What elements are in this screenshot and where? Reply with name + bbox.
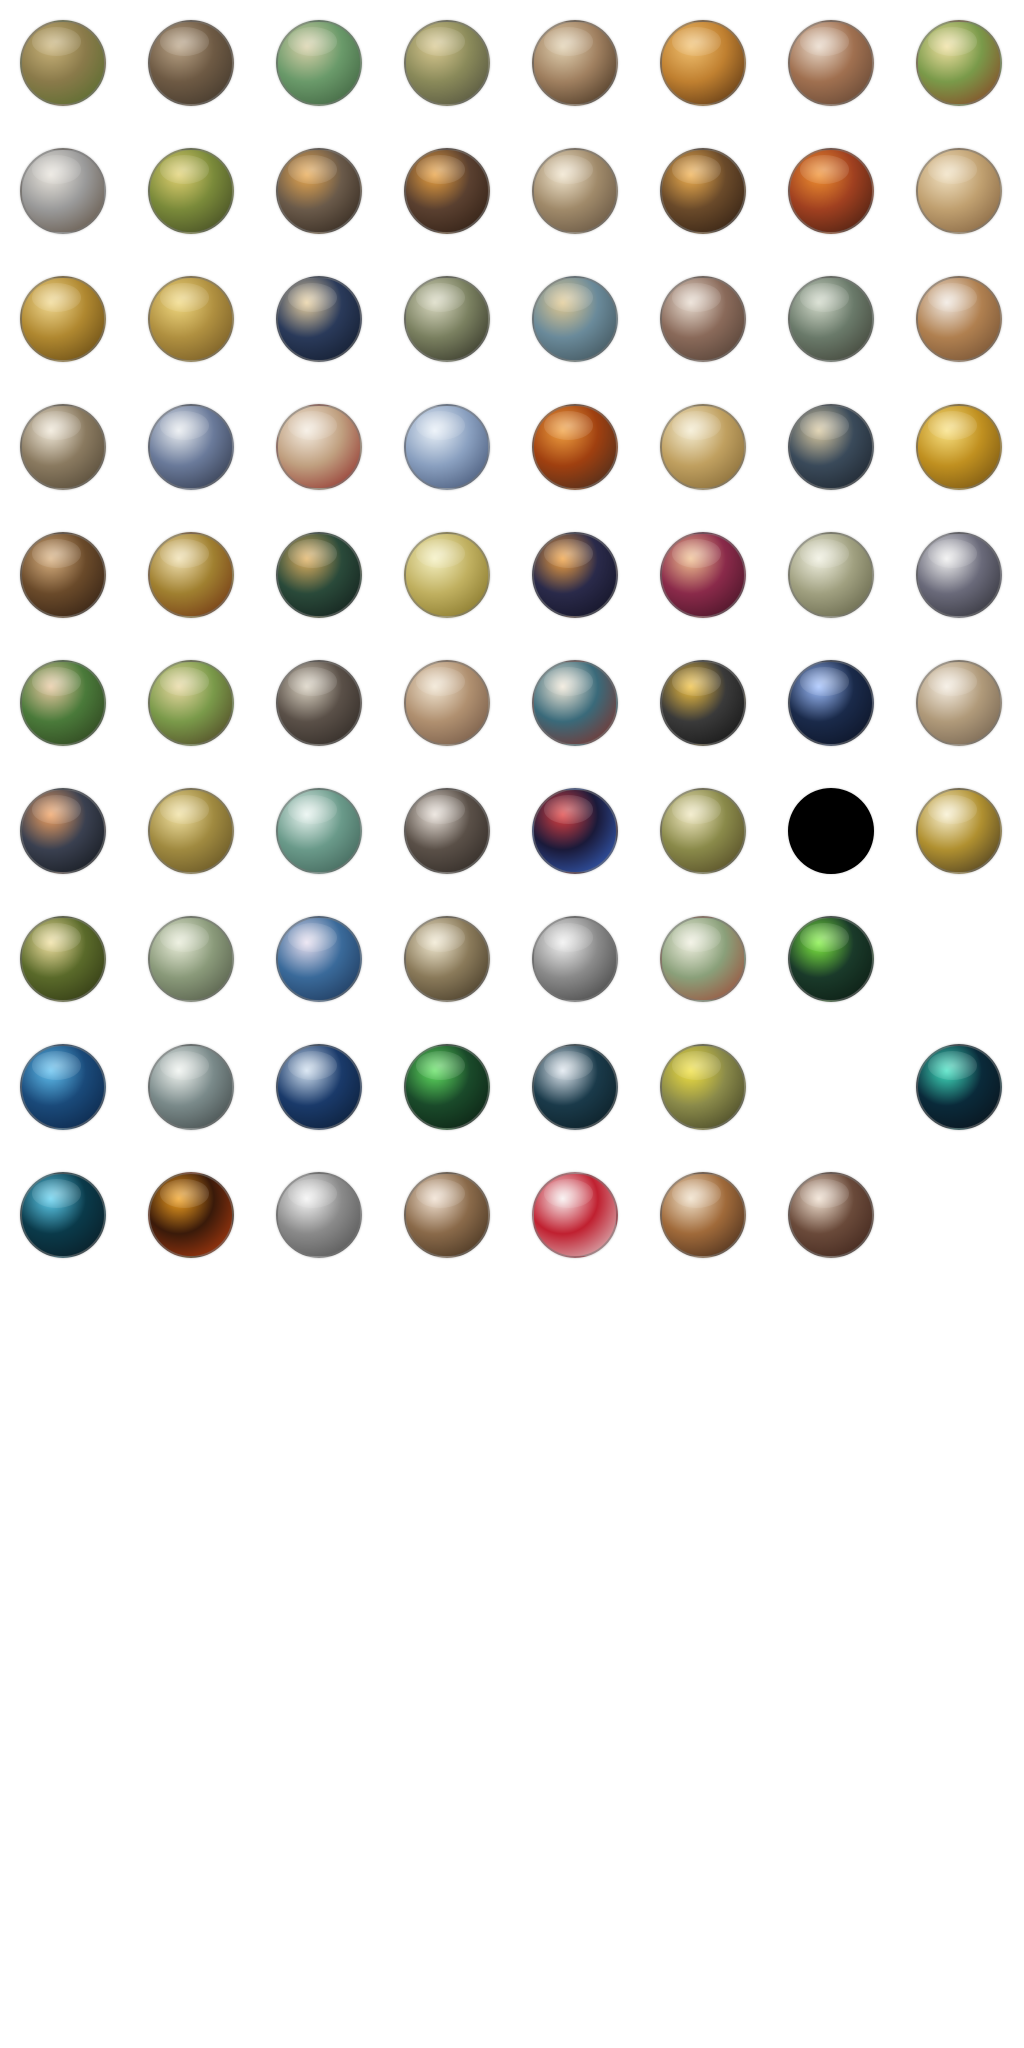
robotics-arm-icon (532, 916, 618, 1002)
toy-soldiers-icon (276, 916, 362, 1002)
banking-quill-icon (276, 404, 362, 490)
theology-icon (660, 276, 746, 362)
globalization-icon (532, 1044, 618, 1130)
compass-icon (916, 276, 1002, 362)
philosophy-icon (532, 148, 618, 234)
bronze-working-icon (660, 20, 746, 106)
horseback-riding-icon (404, 148, 490, 234)
deep-sea-diver-icon (20, 1044, 106, 1130)
combustion-engine-icon (20, 788, 106, 874)
ecology-icon (20, 916, 106, 1002)
mobile-tactics-icon (660, 1044, 746, 1130)
astronomy-icon (276, 532, 362, 618)
medicine-capsules-icon (532, 1172, 618, 1258)
pipe-organ-icon (788, 1172, 874, 1258)
nanotechnology-icon (916, 1044, 1002, 1130)
wolf-icon (660, 1172, 746, 1258)
industrialization-icon (276, 660, 362, 746)
construction-icon (532, 276, 618, 362)
railroad-icon (660, 660, 746, 746)
banking-gold-icon (916, 404, 1002, 490)
dynamite-icon (532, 660, 618, 746)
nuclear-fusion-icon (148, 1172, 234, 1258)
refrigeration-icon (276, 788, 362, 874)
mass-media-icon (404, 916, 490, 1002)
sailing-icon (660, 148, 746, 234)
cart-icon (148, 660, 234, 746)
future-tech-icon (276, 1172, 362, 1258)
education-icon (20, 404, 106, 490)
future-combat-icon (404, 1172, 490, 1258)
computers-icon (148, 1044, 234, 1130)
radar-stealth-icon (404, 1044, 490, 1130)
economics-icon (20, 532, 106, 618)
metal-casting-icon (788, 148, 874, 234)
empty-slot (788, 788, 874, 874)
writing-icon (20, 148, 106, 234)
masonry-icon (788, 20, 874, 106)
invention-icon (660, 404, 746, 490)
gears-icon (148, 788, 234, 874)
gunpowder-icon (532, 404, 618, 490)
atomic-theory-icon (532, 788, 618, 874)
animal-husbandry-icon (276, 20, 362, 106)
lasers-icon (788, 916, 874, 1002)
optics-icon (276, 276, 362, 362)
mining-icon (148, 20, 234, 106)
agriculture-icon (20, 20, 106, 106)
pottery-icon (532, 20, 618, 106)
mathematics-icon (916, 148, 1002, 234)
calendar-icon (148, 148, 234, 234)
chivalry-icon (404, 404, 490, 490)
graduation-icon (148, 404, 234, 490)
iron-working-icon (276, 148, 362, 234)
rocketry-icon (660, 916, 746, 1002)
satellite-dish-icon (148, 916, 234, 1002)
chemistry-icon (916, 532, 1002, 618)
electricity-icon (788, 660, 874, 746)
satellites-icon (276, 1044, 362, 1130)
flight-icon (660, 788, 746, 874)
the-wheel-icon (404, 20, 490, 106)
clockwork-icon (788, 532, 874, 618)
knight-shield-icon (148, 532, 234, 618)
radio-operator-icon (404, 788, 490, 874)
microphone-icon (916, 788, 1002, 874)
archaeology-icon (404, 660, 490, 746)
particle-physics-icon (20, 1172, 106, 1258)
civil-service-icon (788, 276, 874, 362)
currency-icon (148, 276, 234, 362)
navigation-globe-icon (660, 532, 746, 618)
thinker-statue-icon (20, 276, 106, 362)
engineering-icon (404, 276, 490, 362)
metallurgy-icon (532, 532, 618, 618)
fertilizer-icon (20, 660, 106, 746)
archery-icon (916, 20, 1002, 106)
signing-document-icon (916, 660, 1002, 746)
justice-scales-icon (404, 532, 490, 618)
printing-press-icon (788, 404, 874, 490)
